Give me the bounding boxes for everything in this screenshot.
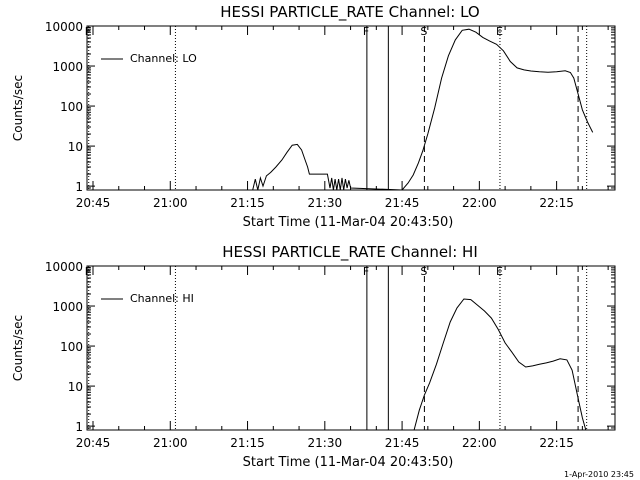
y-tick-label: 1000 bbox=[52, 300, 83, 314]
event-marker-label: F bbox=[85, 265, 91, 278]
x-tick-label: 22:15 bbox=[539, 436, 574, 450]
y-tick-label: 10000 bbox=[45, 20, 83, 34]
x-axis-label: Start Time (11-Mar-04 20:43:50) bbox=[243, 455, 454, 470]
panel-hi: HESSI PARTICLE_RATE Channel: HI Start Ti… bbox=[11, 243, 616, 470]
y-tick-label: 10000 bbox=[45, 260, 83, 274]
x-tick-label: 20:45 bbox=[76, 436, 111, 450]
y-axis-label: Counts/sec bbox=[11, 75, 25, 141]
series-line bbox=[252, 28, 594, 191]
legend-label: Channel: HI bbox=[130, 292, 194, 305]
y-tick-label: 1000 bbox=[52, 60, 83, 74]
y-axis-label: Counts/sec bbox=[11, 315, 25, 381]
x-tick-label: 21:45 bbox=[385, 196, 420, 210]
x-tick-label: 22:15 bbox=[539, 196, 574, 210]
event-marker-label: S bbox=[420, 265, 427, 278]
x-tick-label: 21:00 bbox=[153, 436, 188, 450]
x-tick-label: 21:30 bbox=[308, 436, 343, 450]
x-tick-label: 21:45 bbox=[385, 436, 420, 450]
y-tick-label: 100 bbox=[60, 100, 83, 114]
x-tick-label: 22:00 bbox=[462, 196, 497, 210]
event-marker-label: F bbox=[363, 25, 369, 38]
legend-label: Channel: LO bbox=[130, 52, 197, 65]
x-tick-label: 21:30 bbox=[308, 196, 343, 210]
y-tick-label: 10 bbox=[68, 140, 83, 154]
series-line bbox=[413, 298, 587, 431]
footer-stamp: 1-Apr-2010 23:45 bbox=[564, 470, 634, 479]
plot-frame bbox=[86, 25, 616, 191]
x-tick-label: 21:15 bbox=[230, 196, 265, 210]
panel-lo: HESSI PARTICLE_RATE Channel: LO Start Ti… bbox=[11, 3, 616, 230]
y-tick-label: 100 bbox=[60, 340, 83, 354]
event-marker-label: F bbox=[363, 265, 369, 278]
x-axis-label: Start Time (11-Mar-04 20:43:50) bbox=[243, 215, 454, 230]
x-tick-label: 20:45 bbox=[76, 196, 111, 210]
y-tick-label: 1 bbox=[75, 420, 83, 434]
chart-title: HESSI PARTICLE_RATE Channel: HI bbox=[222, 243, 478, 262]
y-tick-label: 10 bbox=[68, 380, 83, 394]
event-marker-label: E bbox=[496, 265, 503, 278]
chart-title: HESSI PARTICLE_RATE Channel: LO bbox=[220, 3, 479, 22]
event-marker-label: S bbox=[420, 25, 427, 38]
x-tick-label: 21:15 bbox=[230, 436, 265, 450]
plot-frame bbox=[86, 265, 616, 431]
event-marker-label: E bbox=[496, 25, 503, 38]
event-marker-label: F bbox=[85, 25, 91, 38]
x-tick-label: 22:00 bbox=[462, 436, 497, 450]
y-tick-label: 1 bbox=[75, 180, 83, 194]
x-tick-label: 21:00 bbox=[153, 196, 188, 210]
